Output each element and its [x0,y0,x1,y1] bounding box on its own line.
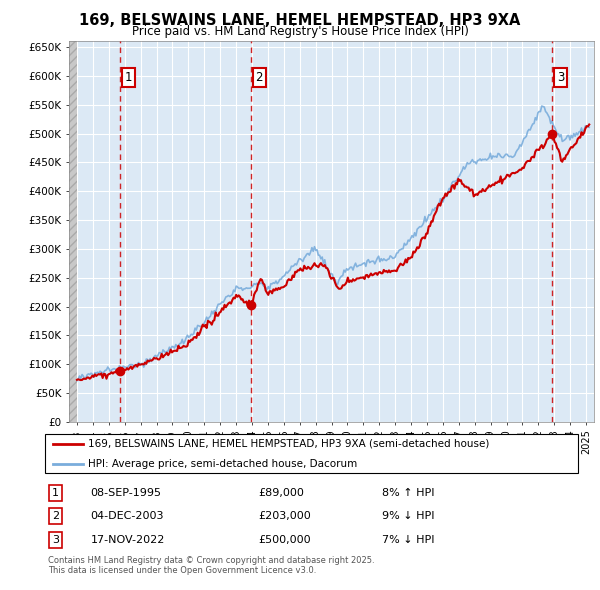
Text: 1: 1 [125,71,132,84]
Text: 08-SEP-1995: 08-SEP-1995 [91,487,161,497]
Text: 3: 3 [557,71,565,84]
Bar [69,41,77,422]
Text: 9% ↓ HPI: 9% ↓ HPI [382,512,434,522]
Text: £203,000: £203,000 [258,512,311,522]
Text: Price paid vs. HM Land Registry's House Price Index (HPI): Price paid vs. HM Land Registry's House … [131,25,469,38]
FancyBboxPatch shape [45,434,578,473]
Text: £89,000: £89,000 [258,487,304,497]
Text: 2: 2 [256,71,263,84]
Text: HPI: Average price, semi-detached house, Dacorum: HPI: Average price, semi-detached house,… [88,459,357,469]
Text: 7% ↓ HPI: 7% ↓ HPI [382,535,434,545]
Text: £500,000: £500,000 [258,535,311,545]
Text: 169, BELSWAINS LANE, HEMEL HEMPSTEAD, HP3 9XA: 169, BELSWAINS LANE, HEMEL HEMPSTEAD, HP… [79,13,521,28]
Text: 17-NOV-2022: 17-NOV-2022 [91,535,165,545]
Text: 04-DEC-2003: 04-DEC-2003 [91,512,164,522]
Text: 2: 2 [52,512,59,522]
Text: 1: 1 [52,487,59,497]
Text: Contains HM Land Registry data © Crown copyright and database right 2025.
This d: Contains HM Land Registry data © Crown c… [48,556,374,575]
Text: 8% ↑ HPI: 8% ↑ HPI [382,487,434,497]
Text: 169, BELSWAINS LANE, HEMEL HEMPSTEAD, HP3 9XA (semi-detached house): 169, BELSWAINS LANE, HEMEL HEMPSTEAD, HP… [88,438,489,448]
Text: 3: 3 [52,535,59,545]
